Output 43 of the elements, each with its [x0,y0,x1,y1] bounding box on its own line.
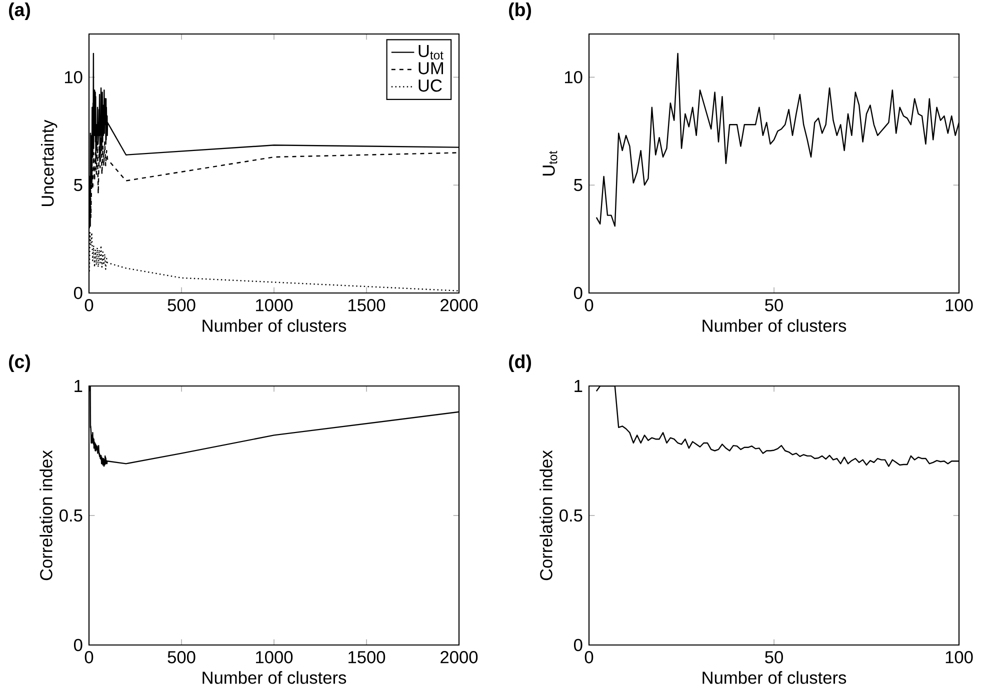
x-tick-label: 2000 [440,651,478,664]
x-tick-label: 1500 [348,651,386,664]
x-tick-label: 100 [946,651,973,664]
x-axis-title: Number of clusters [702,671,846,684]
y-axis-title: Correlation index [540,450,552,580]
x-tick-label: 0 [84,299,94,312]
x-tick-label: 0 [584,651,594,664]
y-axis-title: Correlation index [40,450,52,580]
legend-label: U$_{tot}$ [418,45,444,60]
x-tick-label: 500 [168,299,196,312]
x-tick-label: 1500 [348,299,386,312]
legend-label: UM [418,62,443,74]
y-tick-label: 0 [74,286,82,300]
y-tick-label: 0.5 [560,509,582,522]
chart-title: (c) [9,354,30,372]
x-tick-label: 1000 [256,651,293,664]
y-tick-label: 0.5 [60,509,82,522]
chart-title: (d) [509,354,532,372]
x-tick-label: 1000 [256,299,293,312]
y-tick-label: 0 [574,638,582,652]
x-axis-title: Number of clusters [202,671,346,684]
y-tick-label: 0 [74,638,82,652]
y-tick-label: 5 [74,179,82,192]
y-tick-label: 5 [574,179,582,192]
y-tick-label: 1 [574,380,582,392]
y-tick-label: 10 [64,71,82,84]
x-tick-label: 0 [84,651,94,664]
x-tick-label: 50 [765,651,783,664]
x-axis-title: Number of clusters [202,319,346,332]
x-tick-label: 50 [765,299,783,312]
y-axis-title: U$_{tot}$ [542,150,558,176]
x-tick-label: 100 [946,299,973,312]
y-tick-label: 10 [565,71,582,84]
chart-title: (a) [9,2,30,20]
y-axis-title: Uncertainty [41,120,58,206]
x-axis-title: Number of clusters [702,319,846,332]
x-tick-label: 0 [584,299,594,312]
x-tick-label: 500 [168,651,196,664]
legend-label: UC [418,79,442,92]
x-tick-label: 2000 [440,299,478,312]
chart-title: (b) [509,2,532,20]
y-tick-label: 0 [574,286,582,300]
y-tick-label: 1 [74,380,82,392]
